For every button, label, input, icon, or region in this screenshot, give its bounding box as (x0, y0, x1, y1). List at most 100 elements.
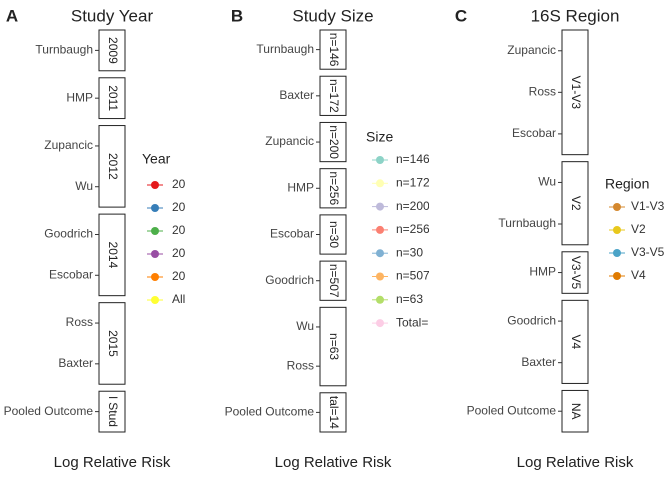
legend-label: All (172, 292, 185, 306)
panel-letter: C (455, 6, 467, 25)
legend-label: n=172 (396, 175, 430, 189)
x-axis-label: Log Relative Risk (54, 454, 171, 471)
legend-label: n=63 (396, 292, 423, 306)
facet-label: V2 (569, 196, 583, 211)
legend-title: Year (142, 151, 171, 167)
legend-label: 20 (172, 223, 186, 237)
y-tick-label: Baxter (279, 88, 314, 102)
y-tick-label: Zupancic (507, 43, 556, 57)
facet-label: n=63 (327, 333, 341, 360)
panel-title: Study Year (71, 6, 154, 25)
facet-label: V4 (569, 335, 583, 350)
panel-title: Study Size (292, 6, 373, 25)
legend-key (376, 225, 384, 234)
legend-label: V2 (631, 222, 646, 236)
legend-label: Total= (396, 315, 428, 329)
panel: B Study Size n=146 Turnbaugh n=172 Baxter n=20… (225, 6, 430, 471)
panel-title: 16S Region (531, 6, 620, 25)
legend-key (151, 227, 159, 235)
legend-label: 20 (172, 200, 186, 214)
y-tick-label: Escobar (49, 267, 93, 281)
y-tick-label: Zupancic (265, 134, 314, 148)
y-tick-label: Pooled Outcome (467, 403, 557, 417)
legend-label: n=30 (396, 245, 423, 259)
legend-key (376, 179, 384, 188)
y-tick-label: Escobar (512, 126, 556, 140)
legend-key (151, 250, 159, 258)
legend: Region V1-V3 V2 V3-V5 V4 (605, 176, 665, 282)
legend-key (613, 203, 621, 211)
legend-label: V3-V5 (631, 245, 665, 259)
y-tick-label: HMP (287, 180, 314, 194)
legend-key (376, 249, 384, 258)
legend-label: n=146 (396, 152, 430, 166)
panel-letter: A (6, 6, 18, 25)
y-tick-label: Turnbaugh (35, 43, 93, 57)
facet-label: n=172 (327, 79, 341, 113)
legend-label: 20 (172, 269, 186, 283)
legend-key (613, 226, 621, 234)
facet-strip (319, 29, 347, 70)
y-tick-label: Escobar (270, 227, 314, 241)
y-tick-label: HMP (529, 265, 556, 279)
legend-key (151, 204, 159, 212)
y-tick-label: Turnbaugh (256, 42, 314, 56)
legend-label: n=256 (396, 222, 430, 236)
facet-label: n=30 (327, 221, 341, 248)
y-tick-label: Turnbaugh (498, 216, 556, 230)
legend-label: 20 (172, 246, 186, 260)
y-tick-label: Goodrich (507, 313, 556, 327)
legend-label: V1-V3 (631, 199, 665, 213)
legend-label: n=507 (396, 269, 430, 283)
y-tick-label: Pooled Outcome (4, 404, 94, 418)
x-axis-label: Log Relative Risk (275, 454, 392, 471)
facet-label: 2015 (106, 330, 120, 357)
facet-label: l Stud (106, 396, 120, 427)
y-tick-label: Wu (75, 179, 93, 193)
facet-strip (98, 125, 126, 208)
facet-strip (319, 214, 347, 255)
legend-key (151, 181, 159, 189)
legend-label: V4 (631, 268, 646, 282)
facet-label: V1-V3 (569, 76, 583, 110)
legend-key (613, 249, 621, 257)
facet-strip (561, 161, 589, 246)
facet-label: n=146 (327, 33, 341, 67)
legend-key (376, 156, 384, 164)
facet-label: V3-V5 (569, 256, 583, 290)
facet-label: 2012 (106, 153, 120, 180)
legend-key (151, 296, 159, 304)
panel: C 16S Region V1-V3 Zupancic Ross Escobar V2 Wu T… (455, 6, 665, 470)
x-axis-label: Log Relative Risk (517, 454, 634, 471)
panel: A Study Year 2009 Turnbaugh 2011 HMP 2012 Zupan… (4, 6, 186, 470)
legend-key (151, 273, 159, 281)
facet-label: 2011 (106, 85, 120, 111)
y-tick-label: Ross (66, 315, 93, 329)
y-tick-label: Pooled Outcome (225, 405, 315, 419)
legend-key (613, 272, 621, 280)
facet-strip (561, 29, 589, 156)
legend-title: Size (366, 129, 393, 145)
y-tick-label: Zupancic (44, 138, 93, 152)
facet-strip (561, 389, 589, 433)
facet-label: n=507 (327, 264, 341, 298)
facet-label: tal=14 (327, 396, 341, 429)
facet-strip (98, 390, 126, 433)
legend-key (376, 295, 384, 304)
facet-label: n=200 (327, 125, 341, 159)
facet-strip (319, 260, 347, 301)
y-tick-label: Goodrich (265, 273, 314, 287)
facet-strip (319, 306, 347, 387)
facet-strip (561, 299, 589, 384)
y-tick-label: Goodrich (44, 227, 93, 241)
facet-strip (319, 392, 347, 433)
y-tick-label: Wu (538, 175, 556, 189)
facet-strip (98, 302, 126, 385)
y-tick-label: Ross (529, 85, 556, 99)
legend-label: n=200 (396, 199, 430, 213)
facet-label: 2009 (106, 37, 120, 64)
facet-label: NA (569, 403, 583, 420)
